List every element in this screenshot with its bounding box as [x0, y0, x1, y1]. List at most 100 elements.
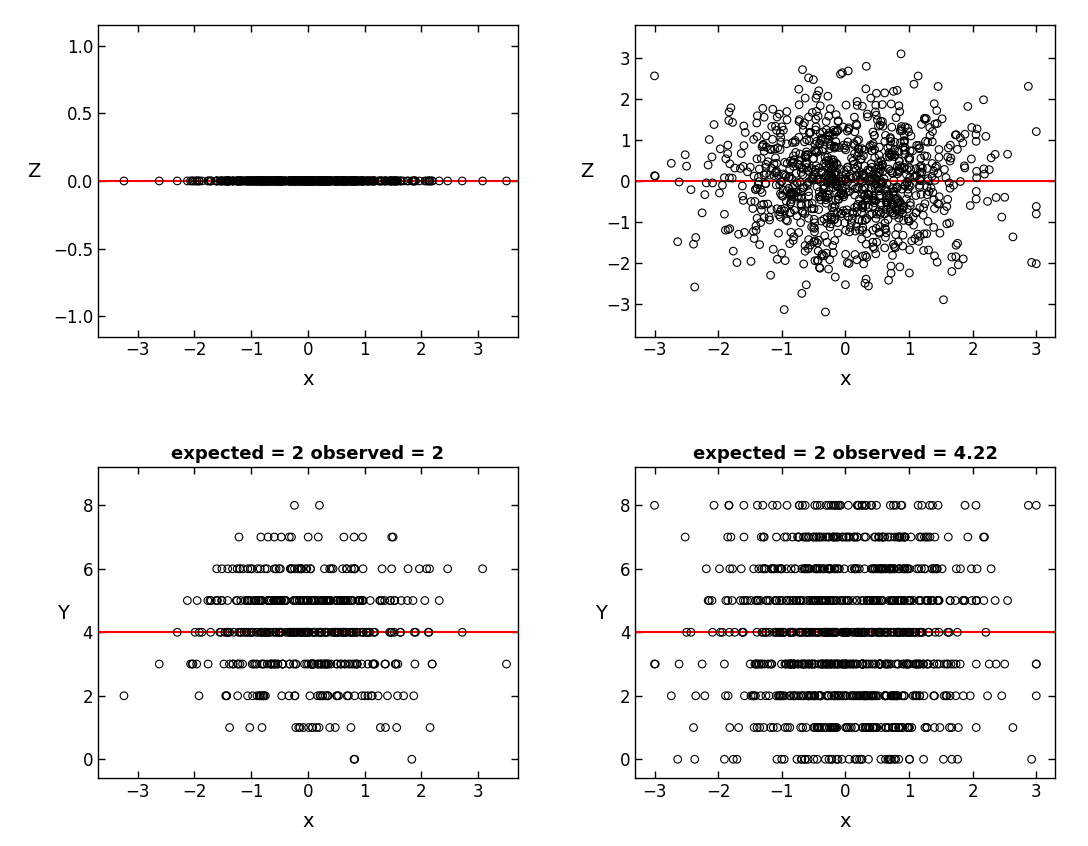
Point — [827, 174, 844, 188]
Point — [772, 189, 790, 202]
Point — [392, 625, 409, 639]
Point — [344, 174, 361, 188]
Point — [301, 174, 319, 188]
Point — [806, 163, 824, 177]
Point — [320, 174, 337, 188]
Point — [817, 625, 834, 639]
Point — [327, 174, 345, 188]
Point — [967, 135, 985, 148]
Point — [853, 752, 870, 766]
Point — [182, 174, 199, 188]
Point — [890, 752, 907, 766]
Point — [363, 174, 381, 188]
Point — [768, 530, 786, 544]
Point — [949, 237, 966, 250]
Point — [799, 657, 816, 671]
Point — [856, 181, 874, 195]
Point — [335, 174, 353, 188]
Point — [993, 211, 1011, 224]
Point — [829, 180, 846, 194]
Point — [298, 174, 316, 188]
Point — [824, 173, 841, 187]
Point — [752, 183, 769, 196]
Point — [772, 594, 790, 607]
Point — [677, 148, 694, 162]
Point — [796, 752, 814, 766]
Point — [337, 174, 355, 188]
Point — [372, 594, 390, 607]
Point — [208, 562, 225, 575]
Point — [873, 657, 890, 671]
Point — [221, 174, 238, 188]
Point — [354, 689, 371, 702]
Point — [320, 174, 337, 188]
Point — [753, 151, 770, 165]
Point — [202, 174, 220, 188]
Point — [212, 174, 230, 188]
Point — [749, 657, 766, 671]
Point — [213, 174, 231, 188]
Point — [926, 689, 943, 702]
Point — [820, 188, 838, 201]
Point — [771, 187, 789, 201]
Point — [305, 625, 322, 639]
Point — [286, 174, 304, 188]
Point — [901, 594, 918, 607]
Point — [879, 184, 897, 198]
Point — [820, 657, 838, 671]
Point — [809, 254, 827, 267]
Point — [821, 594, 839, 607]
Point — [782, 206, 800, 219]
Point — [288, 174, 306, 188]
Point — [376, 657, 394, 671]
Point — [273, 689, 290, 702]
Point — [282, 174, 299, 188]
Point — [265, 657, 283, 671]
Point — [287, 625, 305, 639]
Point — [925, 594, 942, 607]
Point — [846, 562, 864, 575]
Point — [891, 594, 908, 607]
Point — [862, 721, 879, 734]
Point — [300, 174, 318, 188]
Point — [346, 657, 363, 671]
Point — [886, 625, 903, 639]
Point — [771, 211, 789, 224]
Point — [184, 174, 201, 188]
Point — [900, 594, 917, 607]
Point — [866, 179, 883, 192]
Point — [376, 174, 394, 188]
Point — [252, 174, 270, 188]
Point — [819, 625, 837, 639]
Point — [831, 175, 849, 189]
Point — [268, 625, 285, 639]
Point — [837, 248, 854, 261]
Point — [297, 625, 314, 639]
Point — [853, 498, 870, 512]
Point — [829, 689, 846, 702]
Point — [240, 174, 258, 188]
Point — [829, 124, 846, 137]
Point — [325, 174, 343, 188]
Point — [833, 182, 851, 195]
Point — [881, 562, 899, 575]
Point — [803, 202, 820, 216]
Point — [246, 174, 263, 188]
Point — [882, 657, 900, 671]
Point — [498, 174, 516, 188]
Point — [342, 594, 359, 607]
Point — [892, 120, 910, 134]
Point — [911, 594, 928, 607]
Point — [878, 657, 895, 671]
Point — [889, 196, 906, 210]
Point — [806, 498, 824, 512]
Point — [821, 137, 839, 151]
Point — [857, 238, 875, 251]
Point — [805, 151, 823, 165]
Point — [387, 174, 405, 188]
Point — [687, 280, 704, 294]
Point — [277, 174, 295, 188]
Point — [373, 174, 391, 188]
Point — [286, 174, 304, 188]
Point — [837, 657, 854, 671]
